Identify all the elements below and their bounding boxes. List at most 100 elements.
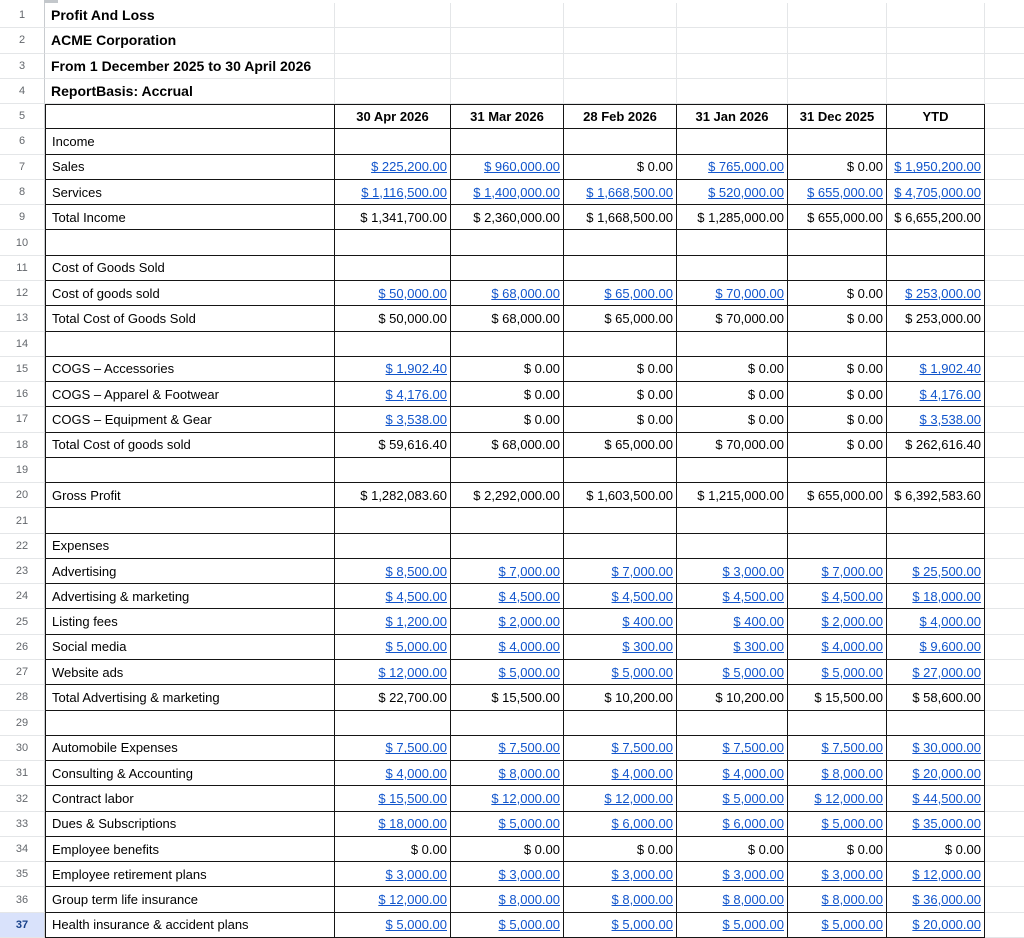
report-title-cell[interactable]: ACME Corporation	[45, 28, 335, 54]
value-cell[interactable]: $ 36,000.00	[887, 887, 985, 913]
value-cell[interactable]: $ 253,000.00	[887, 280, 985, 307]
value-cell[interactable]: $ 8,000.00	[451, 761, 564, 787]
value-cell[interactable]	[335, 255, 451, 281]
value-cell[interactable]: $ 1,341,700.00	[335, 205, 451, 231]
value-cell[interactable]: $ 2,360,000.00	[451, 205, 564, 231]
row-label-cell[interactable]	[45, 710, 335, 736]
row-label-cell[interactable]: Automobile Expenses	[45, 735, 335, 762]
value-cell[interactable]: $ 765,000.00	[677, 154, 788, 180]
value-cell[interactable]: $ 1,215,000.00	[677, 483, 788, 509]
cell-hyperlink[interactable]: $ 1,116,500.00	[361, 184, 447, 200]
cell-hyperlink[interactable]: $ 8,000.00	[498, 892, 560, 908]
value-cell[interactable]: $ 65,000.00	[564, 432, 677, 458]
empty-cell[interactable]	[564, 53, 677, 79]
value-cell[interactable]	[564, 129, 677, 155]
row-number[interactable]: 27	[0, 660, 45, 686]
cell-hyperlink[interactable]: $ 1,200.00	[385, 614, 447, 630]
value-cell[interactable]: $ 1,668,500.00	[564, 205, 677, 231]
value-cell[interactable]: $ 15,500.00	[335, 786, 451, 812]
empty-cell[interactable]	[788, 3, 887, 29]
value-cell[interactable]: $ 12,000.00	[451, 786, 564, 812]
row-number[interactable]: 21	[0, 508, 45, 534]
value-cell[interactable]: $ 7,500.00	[788, 735, 887, 762]
row-label-cell[interactable]	[45, 508, 335, 534]
value-cell[interactable]: $ 655,000.00	[788, 205, 887, 231]
value-cell[interactable]: $ 1,950,200.00	[887, 154, 985, 180]
value-cell[interactable]: $ 0.00	[788, 407, 887, 433]
value-cell[interactable]	[335, 457, 451, 484]
value-cell[interactable]: $ 12,000.00	[564, 786, 677, 812]
value-cell[interactable]: $ 68,000.00	[451, 306, 564, 332]
row-number[interactable]: 2	[0, 28, 45, 54]
value-cell[interactable]: $ 2,000.00	[451, 609, 564, 635]
cell-hyperlink[interactable]: $ 5,000.00	[821, 917, 883, 933]
cell-hyperlink[interactable]: $ 5,000.00	[385, 917, 447, 933]
row-number[interactable]: 26	[0, 634, 45, 661]
cell-hyperlink[interactable]: $ 3,000.00	[498, 866, 560, 882]
value-cell[interactable]	[451, 255, 564, 281]
cell-hyperlink[interactable]: $ 18,000.00	[912, 588, 981, 604]
value-cell[interactable]: $ 8,000.00	[788, 887, 887, 913]
cell-hyperlink[interactable]: $ 4,000.00	[919, 614, 981, 630]
value-cell[interactable]: $ 5,000.00	[788, 912, 887, 938]
cell-hyperlink[interactable]: $ 44,500.00	[912, 791, 981, 806]
value-cell[interactable]	[564, 533, 677, 559]
value-cell[interactable]: $ 4,500.00	[451, 584, 564, 610]
cell-hyperlink[interactable]: $ 3,538.00	[919, 411, 981, 427]
value-cell[interactable]: $ 3,000.00	[677, 558, 788, 585]
cell-hyperlink[interactable]: $ 5,000.00	[821, 664, 883, 680]
value-cell[interactable]: $ 4,500.00	[564, 584, 677, 610]
value-cell[interactable]: $ 1,285,000.00	[677, 205, 788, 231]
cell-hyperlink[interactable]: $ 9,600.00	[919, 639, 981, 655]
cell-hyperlink[interactable]: $ 655,000.00	[807, 184, 883, 200]
value-cell[interactable]: $ 7,000.00	[564, 558, 677, 585]
value-cell[interactable]: $ 12,000.00	[335, 660, 451, 686]
row-number[interactable]: 11	[0, 255, 45, 281]
cell-hyperlink[interactable]: $ 8,000.00	[498, 765, 560, 781]
row-label-cell[interactable]: Social media	[45, 634, 335, 661]
value-cell[interactable]	[887, 255, 985, 281]
cell-hyperlink[interactable]: $ 4,000.00	[821, 639, 883, 655]
cell-hyperlink[interactable]: $ 18,000.00	[378, 816, 447, 832]
cell-hyperlink[interactable]: $ 3,000.00	[385, 866, 447, 882]
cell-hyperlink[interactable]: $ 4,000.00	[722, 765, 784, 781]
row-label-cell[interactable]: COGS – Equipment & Gear	[45, 407, 335, 433]
value-cell[interactable]	[677, 508, 788, 534]
value-cell[interactable]: $ 1,400,000.00	[451, 179, 564, 206]
cell-hyperlink[interactable]: $ 400.00	[622, 614, 673, 630]
cell-hyperlink[interactable]: $ 12,000.00	[814, 791, 883, 806]
row-number[interactable]: 31	[0, 761, 45, 787]
empty-cell[interactable]	[451, 53, 564, 79]
value-cell[interactable]: $ 59,616.40	[335, 432, 451, 458]
value-cell[interactable]: $ 8,000.00	[564, 887, 677, 913]
value-cell[interactable]	[887, 710, 985, 736]
row-number[interactable]: 29	[0, 710, 45, 736]
row-label-cell[interactable]: Gross Profit	[45, 483, 335, 509]
row-label-cell[interactable]: Advertising	[45, 558, 335, 585]
cell-hyperlink[interactable]: $ 27,000.00	[912, 664, 981, 680]
cell-hyperlink[interactable]: $ 5,000.00	[722, 791, 784, 806]
cell-hyperlink[interactable]: $ 8,000.00	[821, 892, 883, 908]
row-number[interactable]: 19	[0, 457, 45, 484]
row-number[interactable]: 28	[0, 685, 45, 711]
cell-hyperlink[interactable]: $ 765,000.00	[708, 159, 784, 175]
row-number[interactable]: 34	[0, 836, 45, 863]
row-label-cell[interactable]: COGS – Apparel & Footwear	[45, 382, 335, 408]
value-cell[interactable]: $ 3,000.00	[335, 862, 451, 888]
value-cell[interactable]	[677, 255, 788, 281]
value-cell[interactable]: $ 253,000.00	[887, 306, 985, 332]
cell-hyperlink[interactable]: $ 1,950,200.00	[894, 159, 981, 175]
value-cell[interactable]	[677, 533, 788, 559]
value-cell[interactable]: $ 70,000.00	[677, 280, 788, 307]
value-cell[interactable]: $ 7,500.00	[677, 735, 788, 762]
value-cell[interactable]: $ 4,000.00	[451, 634, 564, 661]
cell-hyperlink[interactable]: $ 5,000.00	[611, 664, 673, 680]
row-label-cell[interactable]: Expenses	[45, 533, 335, 559]
value-cell[interactable]: $ 1,116,500.00	[335, 179, 451, 206]
value-cell[interactable]: $ 0.00	[887, 836, 985, 863]
cell-hyperlink[interactable]: $ 36,000.00	[912, 892, 981, 908]
cell-hyperlink[interactable]: $ 3,538.00	[385, 411, 447, 427]
value-cell[interactable]	[335, 331, 451, 357]
value-cell[interactable]	[564, 710, 677, 736]
value-cell[interactable]: $ 22,700.00	[335, 685, 451, 711]
